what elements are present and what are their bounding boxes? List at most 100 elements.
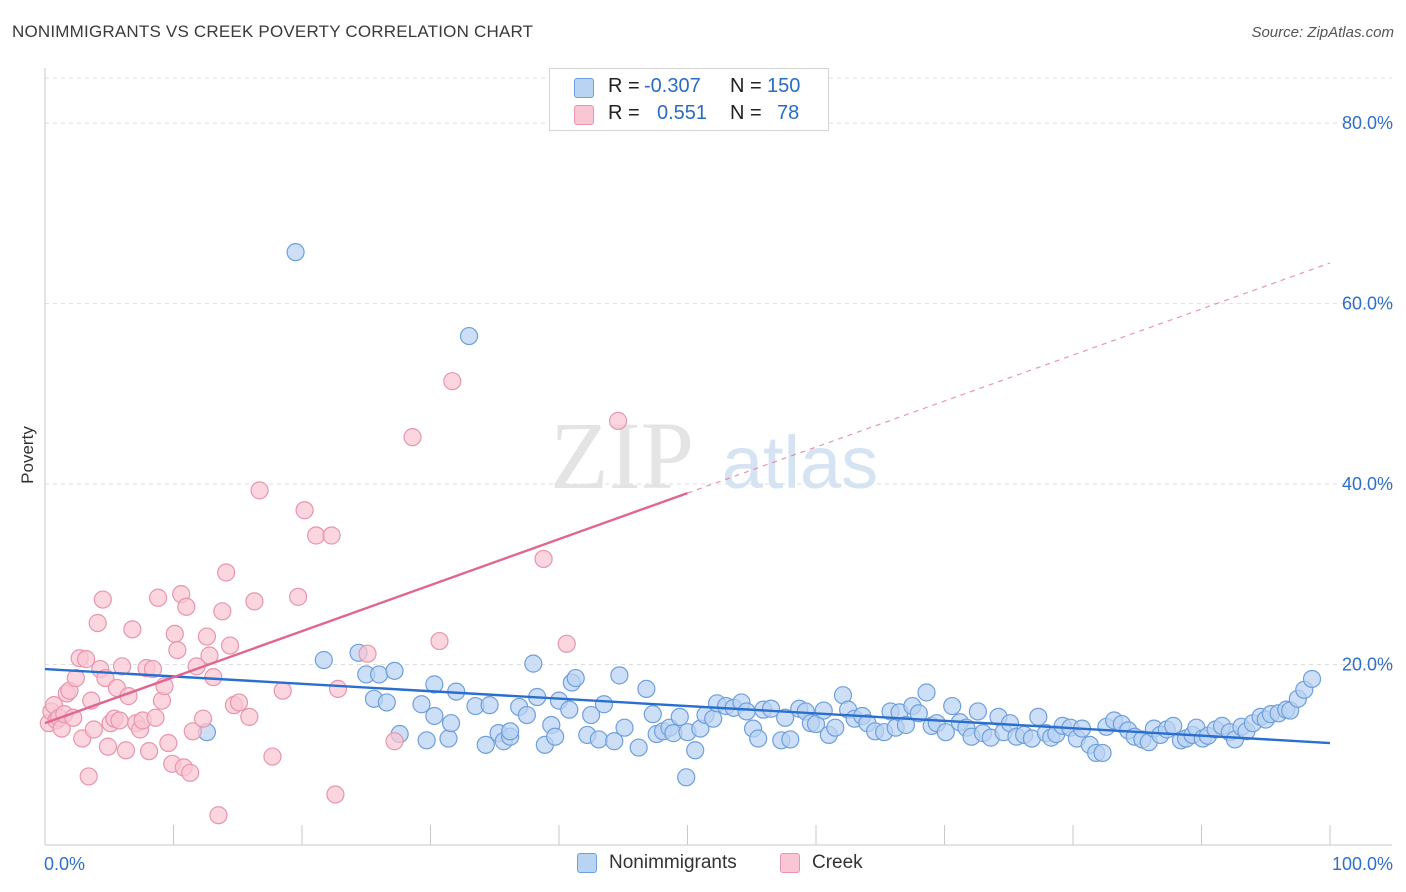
- data-point: [204, 668, 223, 687]
- data-point: [704, 709, 723, 728]
- series-nonimmigrants: [197, 243, 1322, 787]
- data-point: [286, 243, 305, 262]
- data-point: [615, 718, 634, 737]
- y-tick-label: 80.0%: [1342, 113, 1393, 133]
- data-point: [146, 708, 165, 727]
- data-point: [181, 763, 200, 782]
- data-point: [116, 741, 136, 760]
- data-point: [459, 326, 479, 346]
- data-point: [84, 720, 103, 739]
- data-point: [761, 699, 781, 718]
- data-point: [781, 730, 800, 749]
- data-point: [557, 634, 576, 653]
- data-point: [168, 640, 187, 660]
- data-point: [326, 785, 345, 804]
- data-point: [66, 668, 85, 688]
- data-point: [209, 806, 228, 825]
- data-point: [430, 631, 449, 651]
- data-point: [123, 620, 142, 639]
- data-point: [737, 702, 756, 721]
- data-point: [936, 723, 955, 742]
- legend-swatch-nonimmigrants: [577, 853, 597, 873]
- data-point: [677, 768, 696, 787]
- data-point: [403, 428, 422, 447]
- data-point: [217, 563, 236, 582]
- data-point: [240, 707, 259, 726]
- data-point: [425, 675, 444, 694]
- gridlines: [45, 77, 1392, 666]
- data-point: [594, 695, 614, 714]
- data-point: [328, 679, 348, 698]
- data-point: [670, 707, 689, 726]
- data-point: [968, 702, 988, 721]
- data-point: [143, 659, 163, 679]
- data-point: [88, 613, 107, 633]
- trendline-creek-extrapolated: [687, 262, 1331, 494]
- data-point: [417, 731, 436, 750]
- data-point: [159, 733, 178, 753]
- data-point: [177, 597, 196, 616]
- trendlines: [44, 262, 1331, 745]
- data-point: [629, 738, 648, 757]
- watermark: ZIP atlas: [550, 402, 878, 509]
- data-point: [749, 729, 768, 748]
- chart-title: NONIMMIGRANTS VS CREEK POVERTY CORRELATI…: [12, 22, 534, 41]
- data-point: [370, 665, 389, 684]
- source-label: Source: ZipAtlas.com: [1251, 24, 1394, 41]
- data-point: [183, 722, 202, 741]
- legend-label-creek: Creek: [812, 852, 863, 873]
- data-point: [476, 735, 495, 754]
- data-point: [943, 696, 962, 716]
- data-point: [917, 683, 936, 702]
- data-point: [139, 742, 159, 761]
- x-tick-label: 0.0%: [44, 854, 85, 874]
- data-point: [443, 372, 462, 391]
- y-tick-label: 40.0%: [1342, 474, 1393, 494]
- data-point: [776, 708, 795, 727]
- data-point: [220, 636, 240, 655]
- data-point: [643, 705, 662, 724]
- legend-n-label: N =: [730, 102, 762, 124]
- data-point: [110, 711, 129, 730]
- y-tick-label: 20.0%: [1342, 655, 1393, 675]
- data-point: [289, 587, 308, 606]
- trendline-nonimmigrants: [44, 667, 1331, 745]
- x-tick-label: 100.0%: [1332, 854, 1393, 874]
- y-axis-label: Poverty: [18, 426, 37, 484]
- legend-swatch-nonimmigrants: [574, 78, 594, 98]
- data-point: [610, 666, 629, 685]
- data-point: [385, 661, 404, 680]
- data-point: [566, 668, 585, 688]
- correlation-legend: R = -0.307 N = 150 R = 0.551 N = 78: [549, 68, 829, 131]
- data-point: [250, 481, 269, 500]
- data-point: [826, 718, 845, 737]
- data-point: [560, 700, 579, 719]
- legend-label-nonimmigrants: Nonimmigrants: [609, 852, 737, 873]
- data-point: [589, 730, 608, 749]
- trendline-creek: [44, 491, 688, 725]
- data-point: [637, 679, 656, 698]
- data-point: [79, 767, 98, 786]
- data-point: [197, 627, 217, 646]
- data-point: [358, 644, 377, 663]
- legend-swatch-creek: [574, 105, 594, 125]
- data-point: [896, 715, 916, 735]
- data-point: [98, 737, 118, 756]
- data-point: [609, 411, 628, 430]
- data-point: [534, 549, 553, 569]
- data-point: [1029, 707, 1048, 726]
- legend-r-label: R =: [608, 102, 640, 124]
- data-point: [480, 696, 499, 715]
- legend-swatch-creek: [780, 853, 800, 873]
- data-point: [273, 681, 292, 700]
- data-point: [322, 526, 341, 545]
- data-point: [501, 722, 520, 741]
- y-tick-label: 60.0%: [1342, 294, 1393, 314]
- data-point: [605, 732, 624, 751]
- data-point: [439, 729, 458, 748]
- legend-r-label: R =: [608, 75, 640, 97]
- data-point: [524, 654, 543, 673]
- data-point: [412, 695, 431, 714]
- series-creek: [39, 372, 628, 825]
